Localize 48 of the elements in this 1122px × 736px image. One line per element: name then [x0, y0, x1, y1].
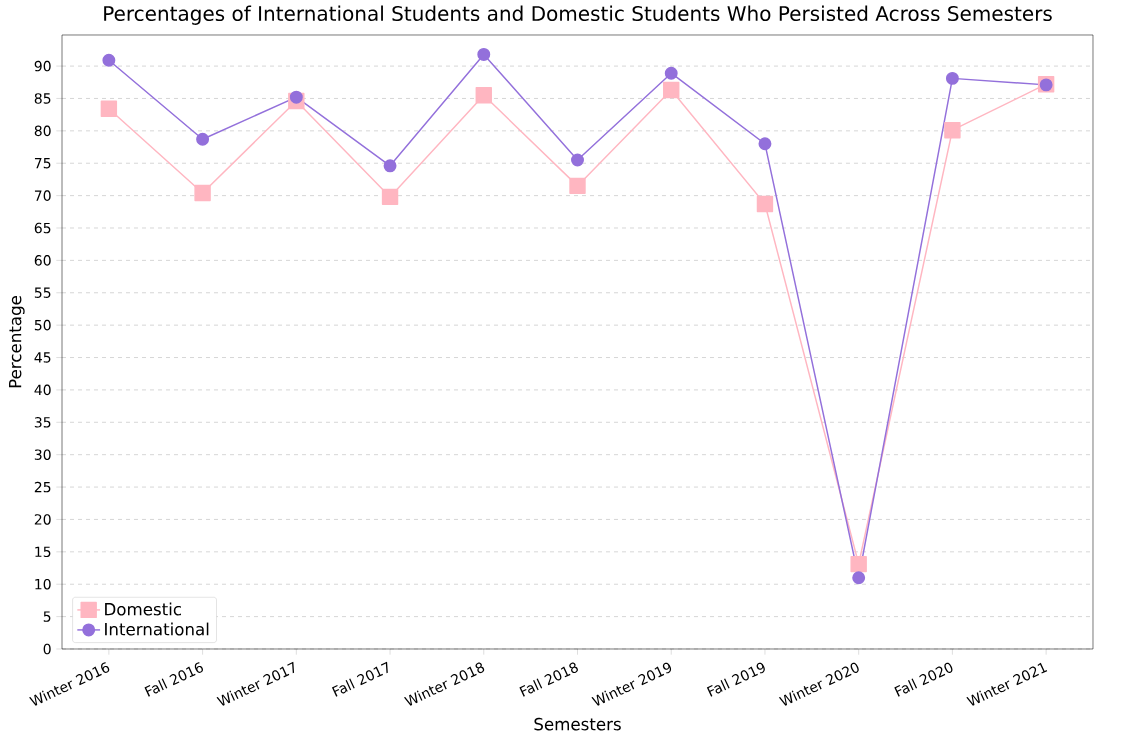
x-tick-label: Fall 2020 — [894, 662, 953, 697]
y-tick-label: 25 — [34, 481, 51, 493]
x-tick-label: Fall 2017 — [331, 661, 388, 697]
point — [475, 87, 492, 104]
point — [477, 47, 491, 61]
y-tick-label: 30 — [34, 449, 51, 460]
y-tick-label: 80 — [34, 125, 51, 137]
y-tick-label: 40 — [34, 384, 51, 396]
x-tick-label: Fall 2016 — [144, 662, 204, 697]
point — [850, 555, 867, 573]
y-tick-label: 70 — [34, 190, 51, 201]
point — [663, 81, 680, 99]
point — [100, 100, 118, 118]
y-tick-label: 65 — [34, 222, 51, 234]
y-tick-label: 45 — [34, 352, 51, 363]
y-tick-label: 85 — [34, 93, 51, 104]
x-tick-label: Fall 2018 — [519, 662, 578, 697]
point — [196, 132, 210, 146]
point — [852, 571, 866, 585]
point — [664, 66, 678, 80]
point — [381, 188, 399, 206]
y-tick-label: 90 — [34, 60, 51, 72]
point — [102, 53, 116, 67]
y-tick-label: 15 — [35, 546, 51, 558]
y-tick-label: 35 — [34, 417, 51, 428]
point — [756, 195, 774, 213]
point — [758, 137, 772, 151]
legend-label: Domestic — [105, 602, 181, 616]
point — [289, 90, 303, 104]
y-tick-label: 75 — [34, 158, 51, 169]
y-tick-label: 20 — [34, 514, 51, 525]
y-tick-label: 55 — [34, 287, 51, 298]
y-tick-label: 50 — [34, 319, 51, 331]
y-axis-title: Percentage — [9, 295, 25, 388]
point — [945, 71, 959, 85]
x-axis-title: Semesters — [534, 717, 621, 731]
point — [571, 153, 584, 167]
point — [569, 177, 586, 195]
y-tick-label: 0 — [43, 643, 51, 655]
x-tick-label: Fall 2019 — [706, 662, 765, 697]
y-tick-label: 60 — [34, 255, 51, 266]
y-tick-label: 10 — [35, 578, 51, 590]
point — [194, 184, 211, 202]
y-tick-label: 5 — [43, 611, 51, 622]
chart-title: Percentages of International Students and Domestic Students Who Persisted Across Semesters — [104, 5, 1052, 25]
point — [383, 159, 397, 173]
legend-label: International — [105, 622, 209, 636]
point — [944, 121, 961, 139]
